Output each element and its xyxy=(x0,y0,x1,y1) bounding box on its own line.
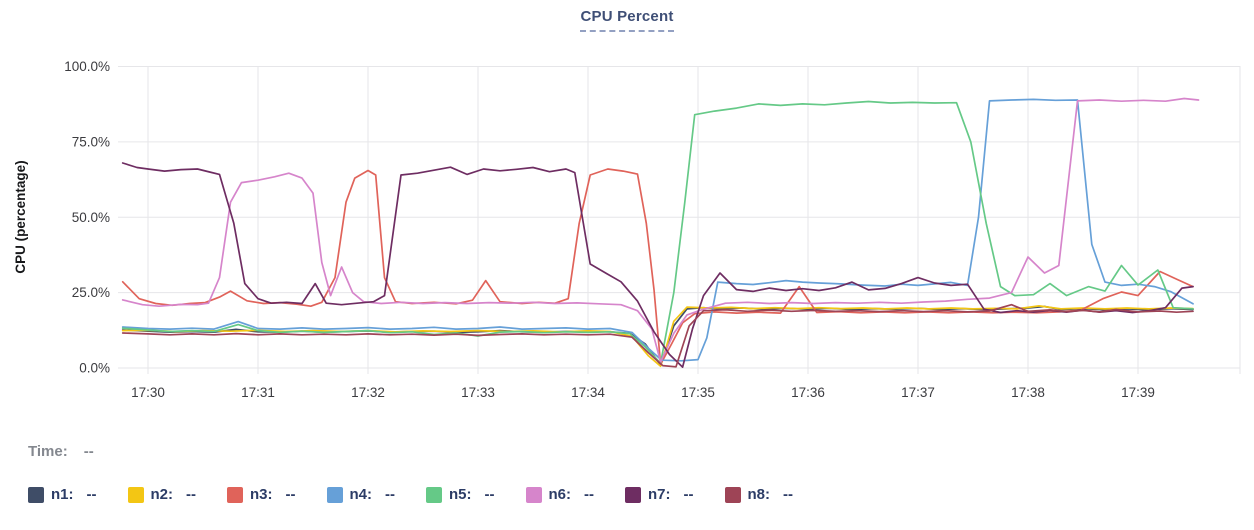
series-line-n4 xyxy=(121,98,1194,362)
time-readout: Time: -- xyxy=(28,443,94,460)
legend-swatch-n3 xyxy=(227,486,243,503)
y-tick-label: 75.0% xyxy=(72,134,110,149)
x-tick-label: 17:34 xyxy=(571,385,605,400)
y-tick-label: 100.0% xyxy=(64,59,110,74)
x-tick-label: 17:38 xyxy=(1011,385,1045,400)
legend-item-n4[interactable]: n4: -- xyxy=(326,486,395,503)
x-tick-label: 17:39 xyxy=(1121,385,1155,400)
x-tick-label: 17:33 xyxy=(461,385,495,400)
legend-value: -- xyxy=(783,486,793,503)
x-tick-label: 17:31 xyxy=(241,385,275,400)
legend: n1: -- n2: -- n3: -- n4: -- n5: -- n6: -- n7: -- n8: -- xyxy=(28,486,824,503)
x-tick-label: 17:30 xyxy=(131,385,165,400)
legend-value: -- xyxy=(285,486,296,503)
legend-label: n5: xyxy=(449,486,472,503)
legend-swatch-n5 xyxy=(426,486,442,503)
series-line-n8 xyxy=(121,303,1194,368)
x-tick-label: 17:35 xyxy=(681,385,715,400)
series-line-n2 xyxy=(121,305,1194,368)
legend-swatch-n6 xyxy=(525,486,542,503)
legend-value: -- xyxy=(385,486,395,503)
time-readout-label: Time: xyxy=(28,443,68,460)
legend-item-n8[interactable]: n8: -- xyxy=(724,486,793,503)
legend-label: n8: xyxy=(747,486,771,503)
legend-item-n6[interactable]: n6: -- xyxy=(525,486,594,503)
legend-label: n1: xyxy=(51,486,74,503)
legend-item-n5[interactable]: n5: -- xyxy=(426,486,495,503)
series-line-n6 xyxy=(121,97,1200,363)
legend-value: -- xyxy=(484,486,495,503)
x-tick-label: 17:37 xyxy=(901,385,935,400)
legend-value: -- xyxy=(186,486,196,503)
legend-label: n4: xyxy=(349,486,373,503)
legend-label: n2: xyxy=(150,486,174,503)
legend-swatch-n1 xyxy=(28,486,44,503)
legend-label: n6: xyxy=(548,486,572,503)
x-tick-label: 17:32 xyxy=(351,385,385,400)
legend-label: n3: xyxy=(250,486,273,503)
legend-value: -- xyxy=(86,486,97,503)
series-line-n3 xyxy=(121,168,1194,366)
x-tick-label: 17:36 xyxy=(791,385,825,400)
legend-item-n2[interactable]: n2: -- xyxy=(127,486,196,503)
legend-swatch-n4 xyxy=(326,486,343,503)
legend-value: -- xyxy=(683,486,694,503)
chart-title-text: CPU Percent xyxy=(580,8,674,32)
y-tick-label: 50.0% xyxy=(72,210,110,225)
time-readout-value: -- xyxy=(83,443,94,460)
y-tick-label: 25.0% xyxy=(72,285,110,300)
series-line-n7 xyxy=(121,162,1194,368)
y-tick-label: 0.0% xyxy=(79,361,110,376)
legend-swatch-n8 xyxy=(724,486,741,503)
legend-item-n1[interactable]: n1: -- xyxy=(28,486,97,503)
y-axis-title: CPU (percentage) xyxy=(13,160,28,273)
legend-item-n7[interactable]: n7: -- xyxy=(625,486,694,503)
legend-swatch-n2 xyxy=(127,486,144,503)
legend-value: -- xyxy=(584,486,594,503)
legend-item-n3[interactable]: n3: -- xyxy=(227,486,296,503)
series-line-n5 xyxy=(121,100,1194,365)
legend-label: n7: xyxy=(648,486,671,503)
cpu-chart[interactable]: 100.0% 75.0% 50.0% 25.0% 0.0% 17:30 17:31 17:32… xyxy=(0,0,1254,412)
chart-title: CPU Percent xyxy=(0,8,1254,32)
legend-swatch-n7 xyxy=(625,486,641,503)
